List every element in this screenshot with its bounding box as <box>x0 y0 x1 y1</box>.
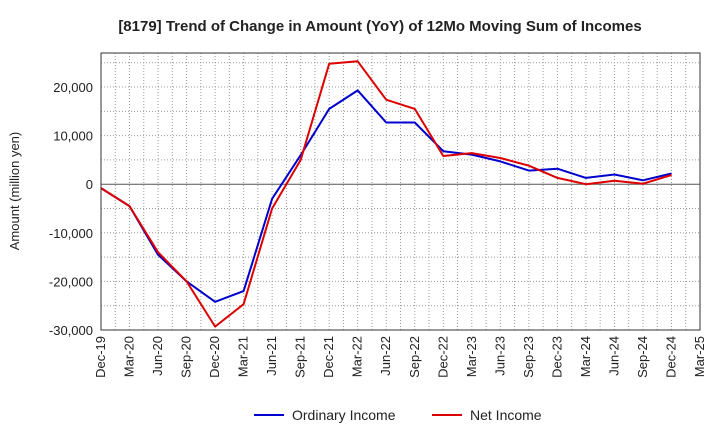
x-tick-label: Mar-25 <box>692 336 707 377</box>
plot-frame <box>100 52 701 331</box>
y-tick-labels: -30,000 -20,000 -10,000 0 10,000 20,000 <box>49 80 93 338</box>
x-tick-label: Dec-19 <box>93 336 108 378</box>
x-tick-labels: Dec-19 Mar-20 Jun-20 Sep-20 Dec-20 Mar-21 Jun-… <box>93 336 707 378</box>
legend-label: Ordinary Income <box>292 407 396 423</box>
chart-title: [8179] Trend of Change in Amount (YoY) o… <box>118 18 641 35</box>
legend: Ordinary Income Net Income <box>254 407 542 423</box>
x-tick-label: Dec-22 <box>435 336 450 378</box>
y-axis-label: Amount (million yen) <box>7 132 22 251</box>
x-tick-label: Mar-20 <box>122 336 137 377</box>
x-tick-label: Mar-23 <box>464 336 479 377</box>
legend-label: Net Income <box>470 407 542 423</box>
x-tick-label: Jun-24 <box>606 336 621 376</box>
x-tick-label: Dec-21 <box>321 336 336 378</box>
x-tick-label: Mar-21 <box>236 336 251 377</box>
series-line-net-income <box>100 60 672 328</box>
x-tick-label: Dec-20 <box>207 336 222 378</box>
x-tick-label: Sep-23 <box>521 336 536 378</box>
y-tick-label: -10,000 <box>49 226 93 241</box>
x-tick-label: Dec-24 <box>663 336 678 378</box>
x-tick-label: Jun-20 <box>150 336 165 376</box>
y-tick-label: -20,000 <box>49 274 93 289</box>
x-tick-label: Sep-20 <box>179 336 194 378</box>
x-tick-label: Dec-23 <box>549 336 564 378</box>
series-lines <box>100 60 672 328</box>
x-tick-label: Mar-24 <box>578 336 593 377</box>
x-tick-label: Sep-22 <box>407 336 422 378</box>
y-tick-label: 10,000 <box>53 129 93 144</box>
x-tick-label: Mar-22 <box>350 336 365 377</box>
x-tick-label: Jun-22 <box>378 336 393 376</box>
y-tick-label: 0 <box>86 177 93 192</box>
y-tick-label: 20,000 <box>53 80 93 95</box>
x-tick-label: Sep-24 <box>635 336 650 378</box>
y-tick-label: -30,000 <box>49 323 93 338</box>
x-tick-label: Jun-21 <box>264 336 279 376</box>
series-line-ordinary-income <box>100 89 672 303</box>
x-tick-label: Jun-23 <box>492 336 507 376</box>
x-tick-label: Sep-21 <box>293 336 308 378</box>
